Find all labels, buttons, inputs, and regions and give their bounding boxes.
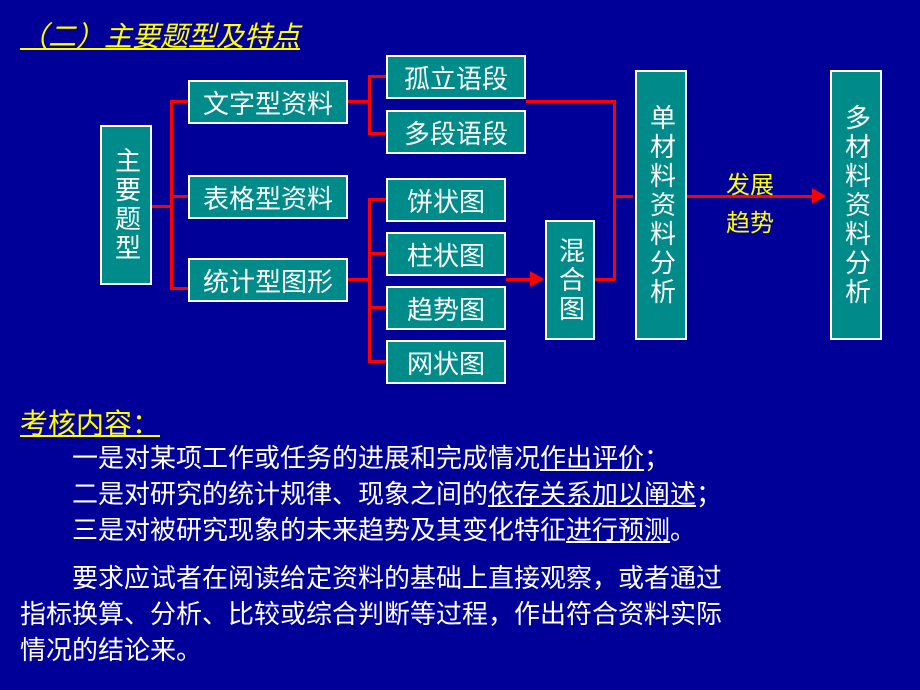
- conn-single-v: [613, 100, 616, 280]
- mixed-box: 混合图: [545, 220, 595, 340]
- conn-stat: [348, 278, 370, 281]
- conn-stat-t3: [368, 306, 386, 309]
- p1c: ；: [644, 444, 670, 473]
- l1-stat: 统计型图形: [188, 258, 348, 302]
- arrow-multi: [812, 188, 826, 204]
- p3b: 进行预测: [566, 516, 670, 545]
- para-1: 一是对某项工作或任务的进展和完成情况作出评价；: [20, 438, 670, 475]
- trend-1: 发展: [726, 165, 774, 200]
- p1a: 一是对某项工作或任务的进展和完成情况: [20, 444, 540, 473]
- conn-text-t2: [368, 132, 386, 135]
- arrow-mix: [530, 271, 544, 287]
- l1-table: 表格型资料: [188, 175, 348, 219]
- chart-net: 网状图: [386, 340, 506, 384]
- trend-2: 趋势: [726, 203, 774, 238]
- conn-stat-v: [368, 198, 371, 363]
- p2a: 二是对研究的统计规律、现象之间的: [20, 480, 488, 509]
- para-4: 要求应试者在阅读给定资料的基础上直接观察，或者通过: [20, 558, 722, 595]
- section-title: 考核内容：: [20, 402, 160, 442]
- para-6: 情况的结论来。: [20, 630, 202, 667]
- p1b: 作出评价: [540, 444, 644, 473]
- p3a: 三是对被研究现象的未来趋势及其变化特征: [20, 516, 566, 545]
- bracket-top: [152, 205, 170, 208]
- para-3: 三是对被研究现象的未来趋势及其变化特征进行预测。: [20, 510, 696, 547]
- chart-trend: 趋势图: [386, 286, 506, 330]
- conn-stat-t4: [368, 360, 386, 363]
- conn-text-v: [368, 75, 371, 135]
- para-5: 指标换算、分析、比较或综合判断等过程，作出符合资料实际: [20, 594, 722, 631]
- textsub-2: 多段语段: [386, 110, 526, 154]
- p3c: 。: [670, 516, 696, 545]
- conn-stat-t2: [368, 252, 386, 255]
- bracket-t1: [170, 100, 188, 103]
- bracket-t3: [170, 287, 188, 290]
- conn-single-mid: [613, 195, 633, 198]
- page-title: （二）主要题型及特点: [20, 15, 300, 55]
- p2c: ；: [696, 480, 722, 509]
- conn-stat-t1: [368, 198, 386, 201]
- chart-pie: 饼状图: [386, 178, 506, 222]
- multi-box: 多材料资料分析: [830, 70, 882, 340]
- conn-single-top: [526, 100, 614, 103]
- para-2: 二是对研究的统计规律、现象之间的依存关系加以阐述；: [20, 474, 722, 511]
- single-box: 单材料资料分析: [635, 70, 687, 340]
- textsub-1: 孤立语段: [386, 55, 526, 99]
- conn-single-mix: [595, 278, 615, 281]
- conn-text-t1: [368, 75, 386, 78]
- conn-text: [348, 100, 370, 103]
- root-box: 主要题型: [100, 125, 152, 285]
- l1-text: 文字型资料: [188, 80, 348, 124]
- chart-bar: 柱状图: [386, 232, 506, 276]
- p2b: 依存关系加以阐述: [488, 480, 696, 509]
- bracket-t2: [170, 195, 188, 198]
